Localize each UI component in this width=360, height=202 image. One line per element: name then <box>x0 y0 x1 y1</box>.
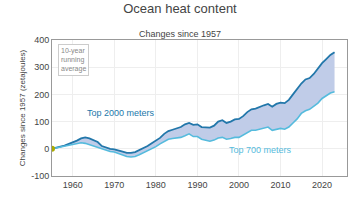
svg-text:Changes since 1957 (zetajoules: Changes since 1957 (zetajoules) <box>18 49 27 166</box>
svg-text:-100: -100 <box>31 171 49 181</box>
svg-text:Changes since 1957: Changes since 1957 <box>139 29 221 39</box>
svg-text:Top 2000 meters: Top 2000 meters <box>87 108 155 118</box>
svg-text:0: 0 <box>44 144 49 154</box>
svg-text:300: 300 <box>34 62 49 72</box>
svg-text:1970: 1970 <box>104 180 124 190</box>
svg-text:1990: 1990 <box>187 180 207 190</box>
svg-text:Ocean heat content: Ocean heat content <box>123 1 237 16</box>
svg-text:1980: 1980 <box>146 180 166 190</box>
svg-text:Top 700 meters: Top 700 meters <box>229 145 292 155</box>
svg-text:2010: 2010 <box>271 180 291 190</box>
svg-text:100: 100 <box>34 117 49 127</box>
svg-text:10-yearrunningaverage: 10-yearrunningaverage <box>61 47 86 73</box>
svg-text:1960: 1960 <box>63 180 83 190</box>
svg-text:200: 200 <box>34 90 49 100</box>
svg-text:2020: 2020 <box>312 180 332 190</box>
svg-text:2000: 2000 <box>229 180 249 190</box>
svg-text:400: 400 <box>34 35 49 45</box>
